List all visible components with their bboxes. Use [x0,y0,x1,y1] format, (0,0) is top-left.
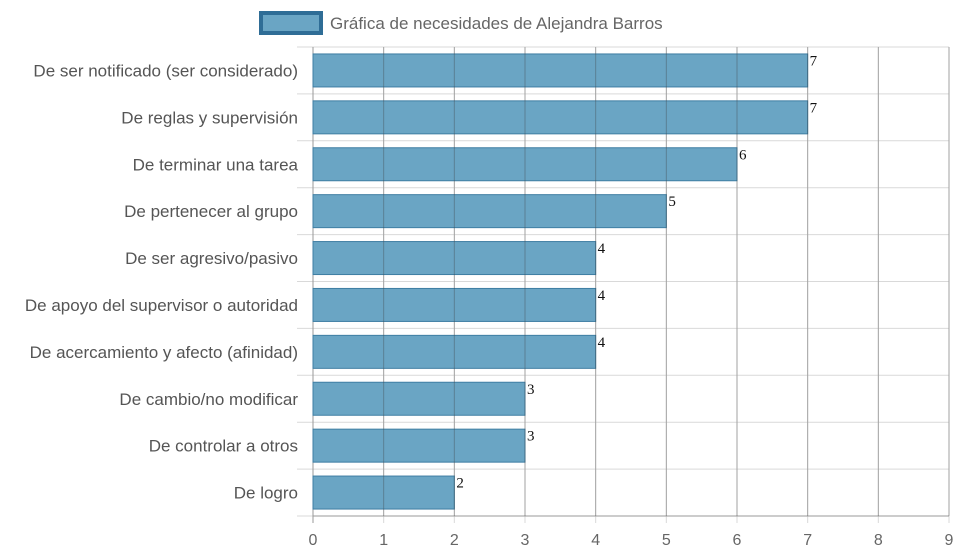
data-label: 4 [598,241,606,257]
bar[interactable] [312,475,455,510]
bar[interactable] [312,241,597,276]
data-label: 4 [598,288,606,304]
category-label: De logro [234,484,298,503]
bar[interactable] [312,100,809,135]
category-label: De ser notificado (ser considerado) [33,61,298,80]
category-label: De pertenecer al grupo [124,202,298,221]
category-label: De ser agresivo/pasivo [125,249,298,268]
data-label: 3 [527,382,535,398]
bar[interactable] [312,147,738,182]
data-labels: 7 7 6 5 4 4 4 3 3 2 [456,53,817,491]
data-label: 2 [456,476,464,492]
x-tick-label: 0 [309,532,318,549]
data-label: 7 [810,53,818,69]
x-tick-label: 9 [945,532,954,549]
bar[interactable] [312,334,597,369]
category-label: De terminar una tarea [133,155,299,174]
bar[interactable] [312,381,526,416]
x-tick-label: 5 [662,532,671,549]
category-label: De reglas y supervisión [121,108,298,127]
x-tick-label: 3 [521,532,530,549]
x-tick-label: 6 [733,532,742,549]
x-tick-label: 7 [803,532,812,549]
bar[interactable] [312,287,597,322]
bar[interactable] [312,428,526,463]
data-label: 6 [739,147,747,163]
x-axis-ticks: 0 1 2 3 4 5 6 7 8 9 [309,532,954,549]
category-label: De controlar a otros [149,437,298,456]
bars [312,53,809,510]
x-tick-label: 4 [591,532,600,549]
gridline-overlay [383,47,950,516]
category-labels: De ser notificado (ser considerado) De re… [25,61,299,502]
data-label: 5 [668,194,676,210]
data-label: 4 [598,335,606,351]
data-label: 3 [527,429,535,445]
category-label: De apoyo del supervisor o autoridad [25,296,298,315]
x-tick-label: 2 [450,532,459,549]
category-label: De cambio/no modificar [119,390,298,409]
legend-swatch [259,11,323,35]
legend-label: Gráfica de necesidades de Alejandra Barr… [330,14,663,33]
data-label: 7 [810,100,818,116]
x-tick-label: 1 [379,532,388,549]
category-label: De acercamiento y afecto (afinidad) [30,343,298,362]
x-tick-label: 8 [874,532,883,549]
legend[interactable]: Gráfica de necesidades de Alejandra Barr… [259,11,663,35]
bar[interactable] [312,194,667,229]
bar[interactable] [312,53,809,88]
